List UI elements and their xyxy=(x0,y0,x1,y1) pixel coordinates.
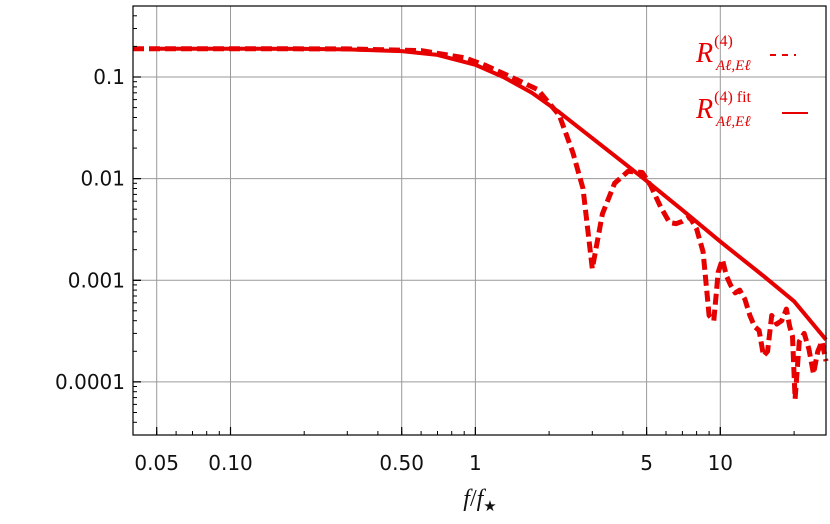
y-tick-label: 0.1 xyxy=(93,65,125,89)
x-axis-title: f/f★ xyxy=(463,486,496,515)
y-tick-label: 0.001 xyxy=(68,268,125,292)
y-tick-label: 0.0001 xyxy=(55,370,125,394)
x-axis-ticks: 0.05 0.10 0.50 1 5 10 xyxy=(132,427,795,475)
x-axis-title-slash: / xyxy=(470,486,477,512)
y-gridlines xyxy=(133,76,826,383)
y-axis-ticks: 0.1 0.01 0.001 0.0001 xyxy=(55,5,141,436)
x-tick-label: 0.05 xyxy=(134,451,179,475)
series-line-dashed xyxy=(133,46,829,402)
x-gridlines xyxy=(156,6,721,435)
x-tick-label: 0.50 xyxy=(379,451,424,475)
legend-label-dashed: R(4) Aℓ,Eℓ xyxy=(695,33,751,74)
legend-entry-solid: R(4) fit Aℓ,Eℓ xyxy=(695,89,808,130)
y-tick-label: 0.01 xyxy=(80,167,125,191)
legend-label-solid: R(4) fit Aℓ,Eℓ xyxy=(695,89,752,130)
x-axis-title-denominator: f xyxy=(477,486,487,512)
x-tick-label: 0.10 xyxy=(208,451,253,475)
series-layer xyxy=(133,46,829,402)
series-line-fit xyxy=(156,46,828,341)
x-tick-label: 1 xyxy=(469,451,482,475)
x-axis-title-numerator: f xyxy=(463,486,473,512)
legend-entry-dashed: R(4) Aℓ,Eℓ xyxy=(695,33,796,74)
plot-frame xyxy=(132,5,827,436)
x-tick-label: 5 xyxy=(640,451,653,475)
x-tick-label: 10 xyxy=(708,451,733,475)
legend: R(4) Aℓ,Eℓ R(4) fit Aℓ,Eℓ xyxy=(695,33,808,130)
x-axis-title-subscript: ★ xyxy=(483,499,496,515)
